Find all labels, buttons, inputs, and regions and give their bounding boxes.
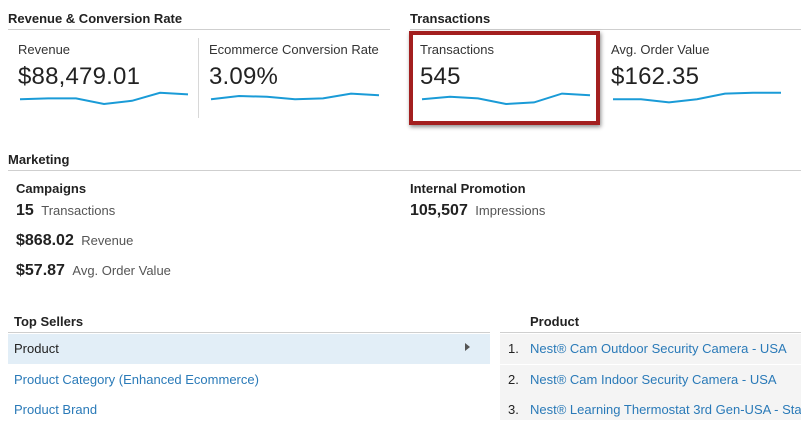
top-sellers-item-product[interactable]: Product <box>8 334 490 364</box>
product-rank: 2. <box>508 372 519 387</box>
avg-order-value-value: $162.35 <box>611 63 700 90</box>
internal-promotion-impressions[interactable]: 105,507 Impressions <box>410 202 545 220</box>
conversion-rate-label: Ecommerce Conversion Rate <box>209 42 379 57</box>
top-sellers-item-product-category[interactable]: Product Category (Enhanced Ecommerce) <box>8 365 490 395</box>
revenue-card[interactable]: Revenue $88,479.01 <box>8 36 198 120</box>
product-rank: 1. <box>508 341 519 356</box>
campaigns-revenue[interactable]: $868.02 Revenue <box>16 232 133 250</box>
kpi-separator <box>198 38 199 118</box>
transactions-label: Transactions <box>420 42 494 57</box>
product-list-rule <box>500 332 801 333</box>
revenue-sparkline <box>19 91 189 106</box>
product-list-heading: Product <box>530 314 580 329</box>
avg-order-value-card[interactable]: Avg. Order Value $162.35 <box>601 36 801 120</box>
campaigns-heading: Campaigns <box>16 181 87 196</box>
campaigns-transactions[interactable]: 15 Transactions <box>16 202 115 220</box>
campaigns-revenue-label: Revenue <box>81 233 134 248</box>
marketing-section-rule <box>8 170 801 171</box>
chevron-right-icon <box>465 343 470 351</box>
campaigns-aov-value: $57.87 <box>16 262 65 279</box>
campaigns-aov[interactable]: $57.87 Avg. Order Value <box>16 262 171 280</box>
revenue-section-rule <box>8 29 390 30</box>
transactions-section-title: Transactions <box>410 11 491 26</box>
product-list-row-2[interactable]: 2. Nest® Cam Indoor Security Camera - US… <box>500 365 801 395</box>
campaigns-transactions-label: Transactions <box>41 203 116 218</box>
conversion-rate-value: 3.09% <box>209 63 279 90</box>
product-link[interactable]: Nest® Cam Outdoor Security Camera - USA <box>530 341 787 356</box>
revenue-sparkline-line <box>19 91 189 106</box>
top-sellers-heading: Top Sellers <box>14 314 84 329</box>
conversion-rate-card[interactable]: Ecommerce Conversion Rate 3.09% <box>199 36 389 120</box>
top-sellers-item-label: Product <box>14 341 59 356</box>
conversion-rate-sparkline <box>210 92 380 101</box>
avg-order-value-label: Avg. Order Value <box>611 42 710 57</box>
internal-promotion-label: Impressions <box>475 203 546 218</box>
product-link[interactable]: Nest® Learning Thermostat 3rd Gen-USA - … <box>530 402 801 417</box>
product-list-row-3[interactable]: 3. Nest® Learning Thermostat 3rd Gen-USA… <box>500 395 801 420</box>
internal-promotion-value: 105,507 <box>410 202 468 219</box>
avg-order-value-sparkline <box>613 91 781 104</box>
top-sellers-item-label[interactable]: Product Category (Enhanced Ecommerce) <box>14 372 259 387</box>
transactions-value: 545 <box>420 63 461 90</box>
conversion-rate-sparkline-line <box>210 92 380 101</box>
top-sellers-item-label[interactable]: Product Brand <box>14 402 98 417</box>
transactions-card[interactable]: Transactions 545 <box>410 36 600 120</box>
transactions-section-rule <box>410 29 801 30</box>
campaigns-transactions-value: 15 <box>16 202 34 219</box>
campaigns-aov-label: Avg. Order Value <box>72 263 171 278</box>
avg-order-value-sparkline-line <box>613 91 781 104</box>
top-sellers-rule <box>8 332 490 333</box>
campaigns-revenue-value: $868.02 <box>16 232 74 249</box>
product-rank: 3. <box>508 402 519 417</box>
marketing-section-title: Marketing <box>8 152 70 167</box>
revenue-label: Revenue <box>18 42 71 57</box>
top-sellers-item-product-brand[interactable]: Product Brand <box>8 395 490 425</box>
revenue-section-title: Revenue & Conversion Rate <box>8 11 183 26</box>
transactions-sparkline-line <box>421 92 591 106</box>
transactions-sparkline <box>421 92 591 106</box>
internal-promotion-heading: Internal Promotion <box>410 181 526 196</box>
revenue-value: $88,479.01 <box>18 63 141 90</box>
product-list-row-1[interactable]: 1. Nest® Cam Outdoor Security Camera - U… <box>500 334 801 364</box>
product-link[interactable]: Nest® Cam Indoor Security Camera - USA <box>530 372 777 387</box>
transactions-highlight-box <box>409 31 600 125</box>
